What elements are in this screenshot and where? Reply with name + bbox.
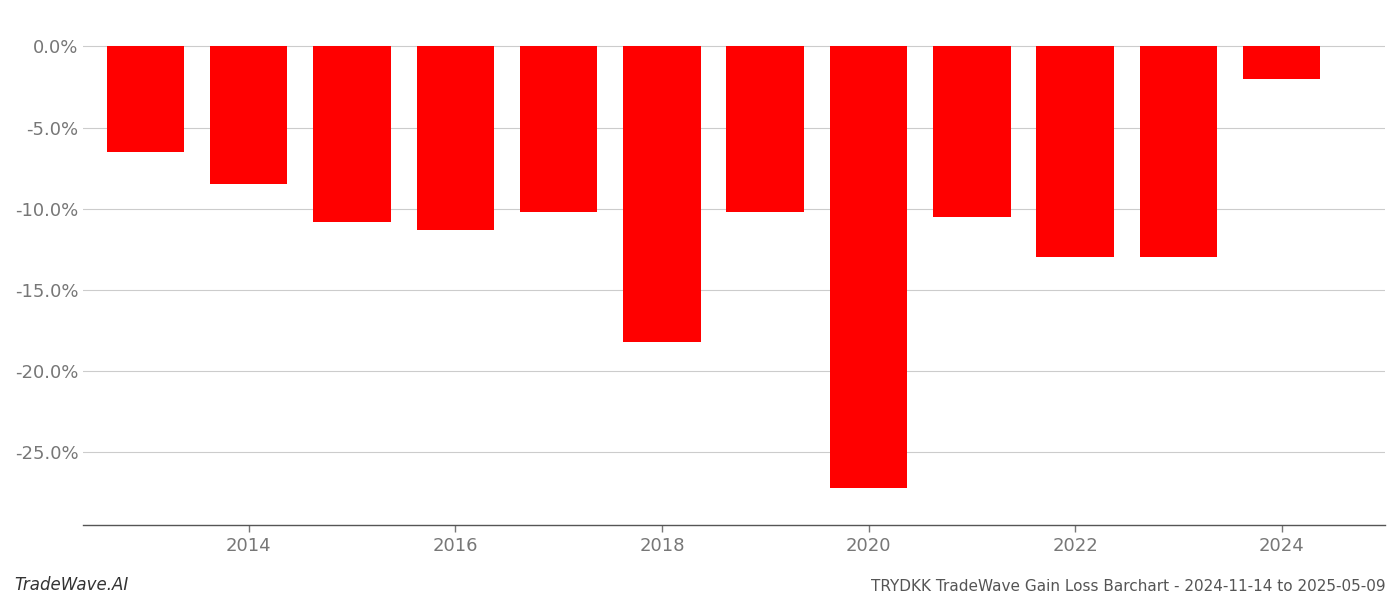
Bar [417, 46, 494, 230]
Bar [623, 46, 700, 342]
Text: TradeWave.AI: TradeWave.AI [14, 576, 129, 594]
Bar [314, 46, 391, 222]
Bar [727, 46, 804, 212]
Bar [210, 46, 287, 184]
Bar [932, 46, 1011, 217]
Bar [830, 46, 907, 488]
Text: TRYDKK TradeWave Gain Loss Barchart - 2024-11-14 to 2025-05-09: TRYDKK TradeWave Gain Loss Barchart - 20… [871, 579, 1386, 594]
Bar [519, 46, 598, 212]
Bar [1140, 46, 1217, 257]
Bar [106, 46, 185, 152]
Bar [1036, 46, 1114, 257]
Bar [1243, 46, 1320, 79]
